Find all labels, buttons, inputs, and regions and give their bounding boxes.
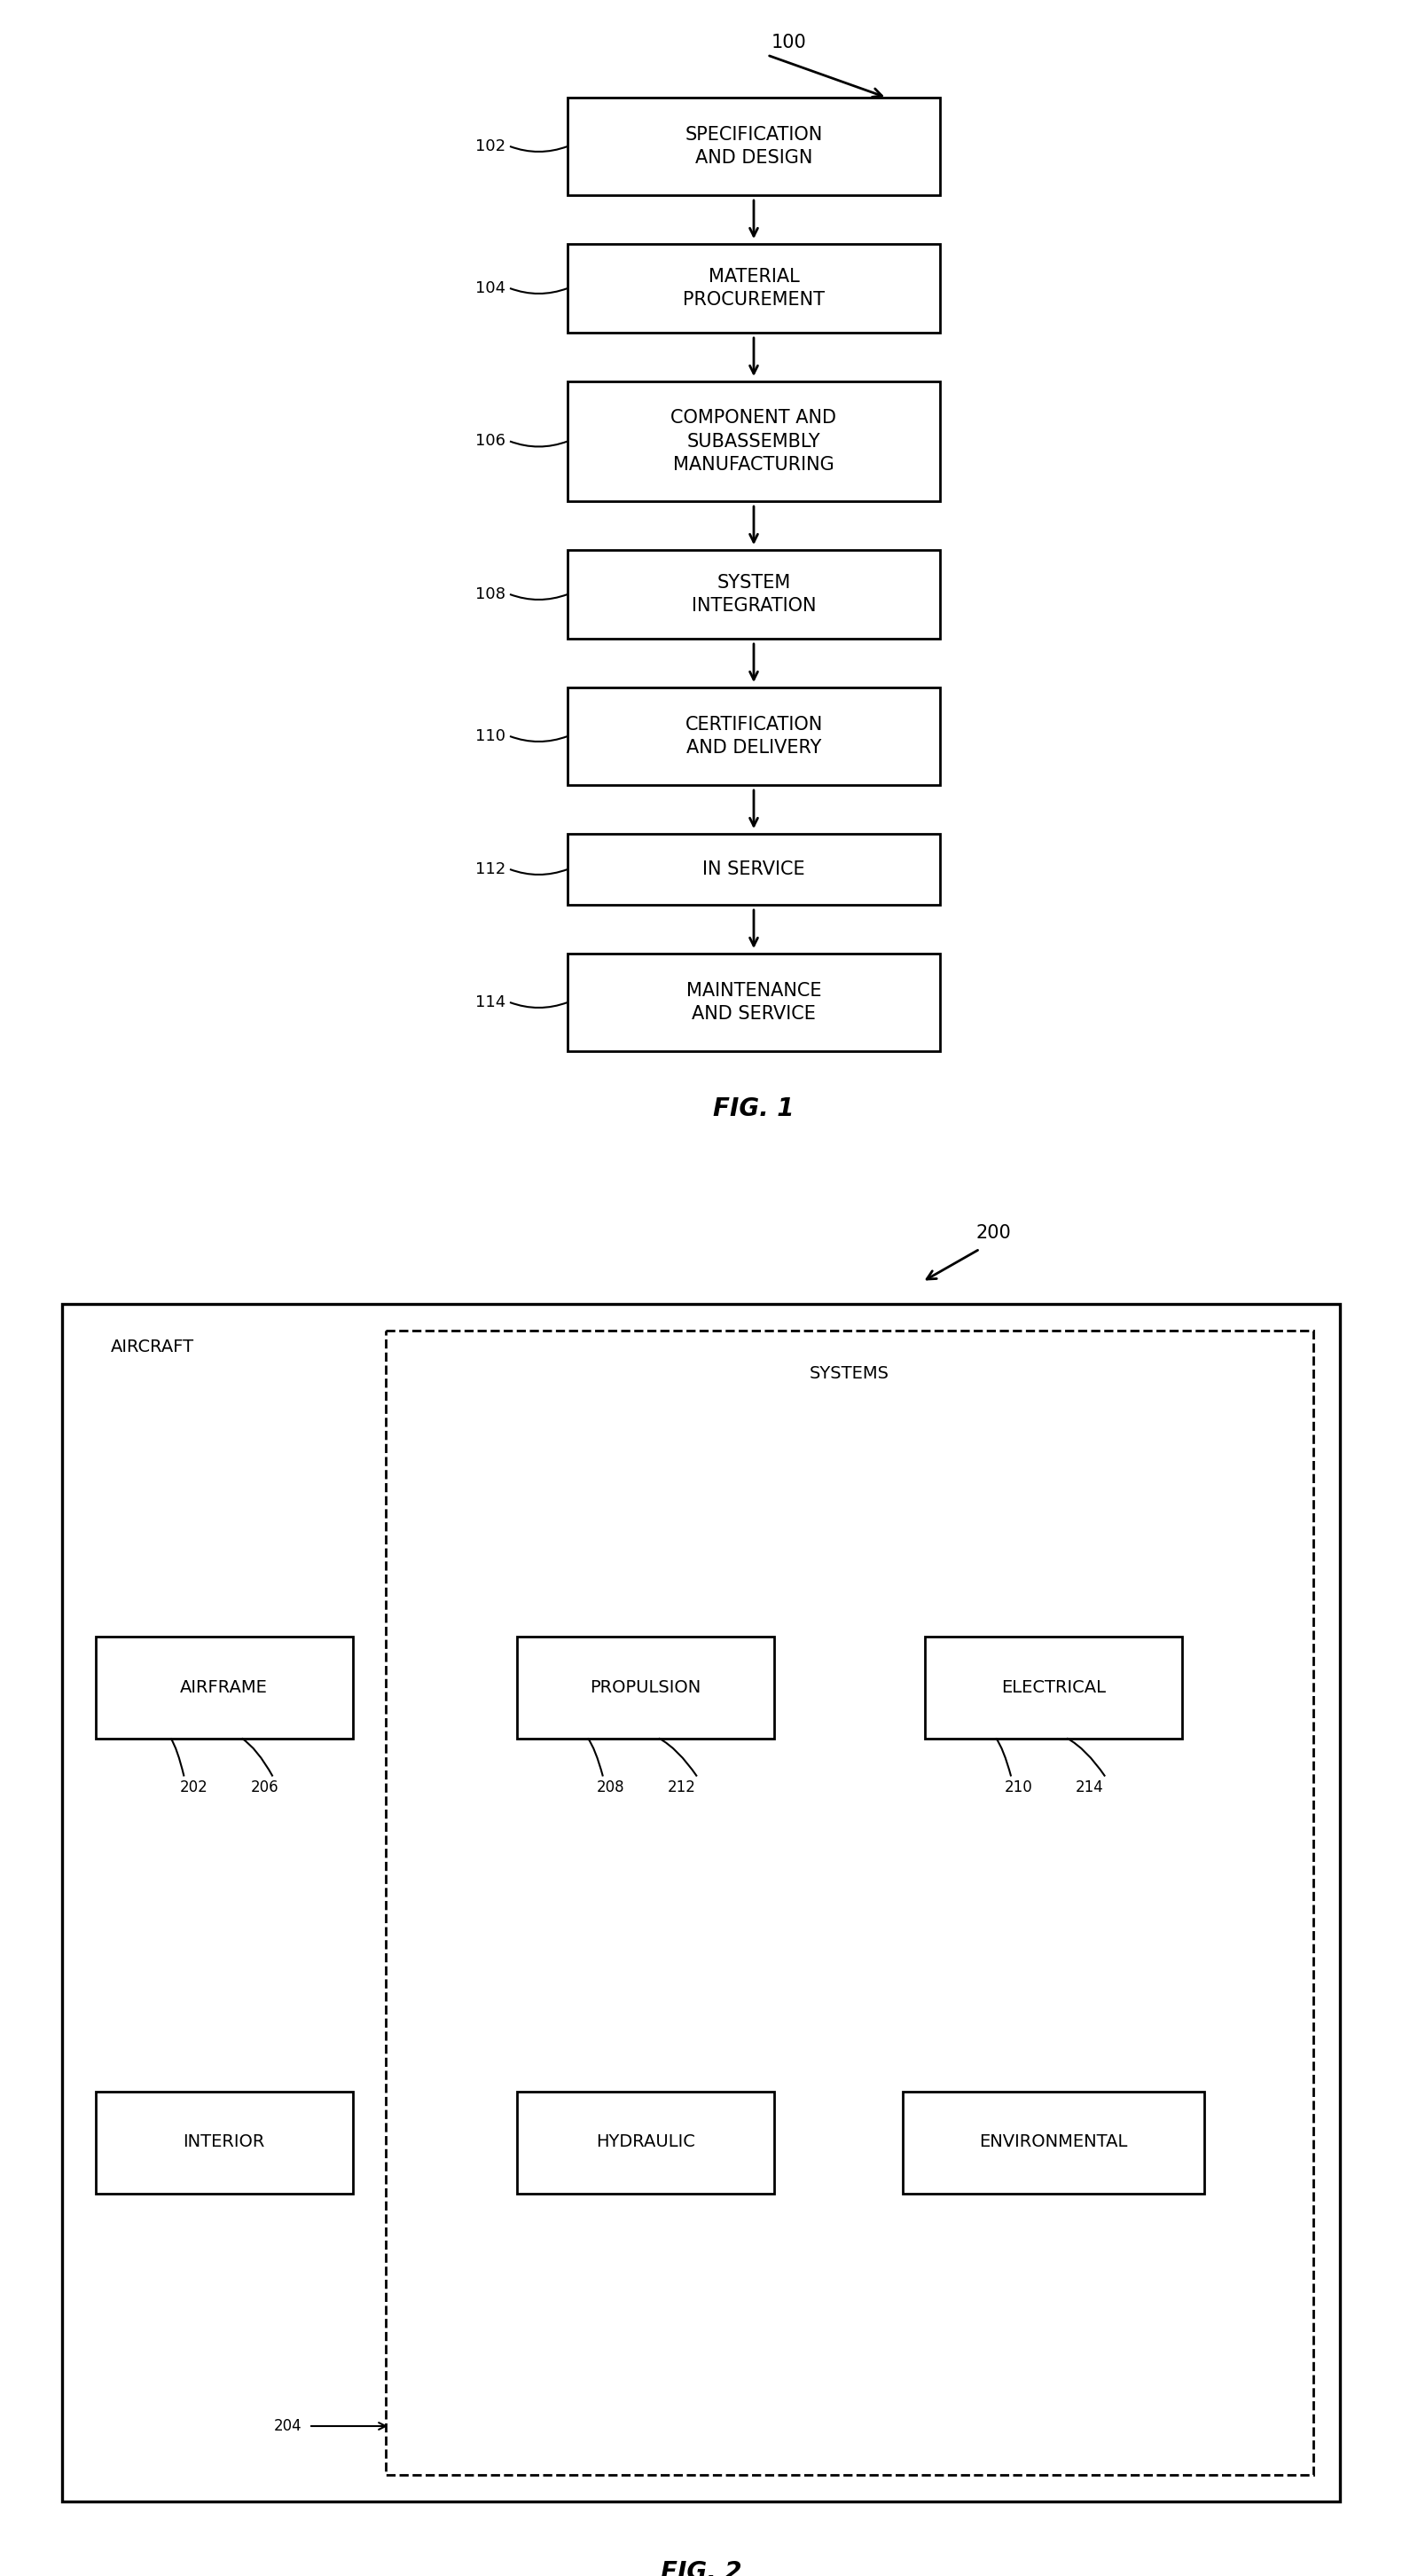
Text: 112: 112 <box>475 860 506 878</box>
Text: 110: 110 <box>475 729 506 744</box>
Text: 202: 202 <box>179 1780 207 1795</box>
Text: 214: 214 <box>1075 1780 1103 1795</box>
Bar <box>62 1303 1340 2501</box>
Text: FIG. 1: FIG. 1 <box>714 1097 795 1121</box>
Text: 102: 102 <box>475 139 506 155</box>
Text: FIG. 2: FIG. 2 <box>660 2561 742 2576</box>
Text: 206: 206 <box>251 1780 279 1795</box>
Text: CERTIFICATION
AND DELIVERY: CERTIFICATION AND DELIVERY <box>686 716 823 757</box>
Bar <box>568 549 939 639</box>
Bar <box>386 1332 1314 2476</box>
Text: MATERIAL
PROCUREMENT: MATERIAL PROCUREMENT <box>683 268 824 309</box>
Text: SYSTEM
INTEGRATION: SYSTEM INTEGRATION <box>691 574 816 616</box>
Text: AIRCRAFT: AIRCRAFT <box>111 1337 195 1355</box>
Text: AIRFRAME: AIRFRAME <box>179 1680 268 1695</box>
Text: HYDRAULIC: HYDRAULIC <box>596 2133 695 2151</box>
Text: 106: 106 <box>475 433 506 448</box>
Text: 210: 210 <box>1005 1780 1033 1795</box>
Text: MAINTENANCE
AND SERVICE: MAINTENANCE AND SERVICE <box>686 981 822 1023</box>
Bar <box>925 1636 1182 1739</box>
Bar <box>568 245 939 332</box>
Text: 114: 114 <box>475 994 506 1010</box>
Text: 104: 104 <box>475 281 506 296</box>
Text: 200: 200 <box>976 1224 1011 1242</box>
Bar <box>568 381 939 502</box>
Bar <box>95 1636 352 1739</box>
Text: IN SERVICE: IN SERVICE <box>702 860 805 878</box>
Text: PROPULSION: PROPULSION <box>590 1680 701 1695</box>
Bar <box>903 2092 1204 2192</box>
Bar <box>568 98 939 196</box>
Text: SYSTEMS: SYSTEMS <box>809 1365 889 1381</box>
Text: 212: 212 <box>667 1780 695 1795</box>
Bar <box>568 835 939 904</box>
Text: 100: 100 <box>771 33 806 52</box>
Text: ENVIRONMENTAL: ENVIRONMENTAL <box>980 2133 1127 2151</box>
Text: 108: 108 <box>475 587 506 603</box>
Bar <box>568 688 939 786</box>
Text: 208: 208 <box>597 1780 625 1795</box>
Text: ELECTRICAL: ELECTRICAL <box>1001 1680 1106 1695</box>
Text: SPECIFICATION
AND DESIGN: SPECIFICATION AND DESIGN <box>686 126 823 167</box>
Text: 204: 204 <box>273 2419 301 2434</box>
Bar <box>517 2092 774 2192</box>
Bar <box>517 1636 774 1739</box>
Bar <box>95 2092 352 2192</box>
Bar <box>568 953 939 1051</box>
Text: INTERIOR: INTERIOR <box>182 2133 265 2151</box>
Text: COMPONENT AND
SUBASSEMBLY
MANUFACTURING: COMPONENT AND SUBASSEMBLY MANUFACTURING <box>670 410 837 474</box>
